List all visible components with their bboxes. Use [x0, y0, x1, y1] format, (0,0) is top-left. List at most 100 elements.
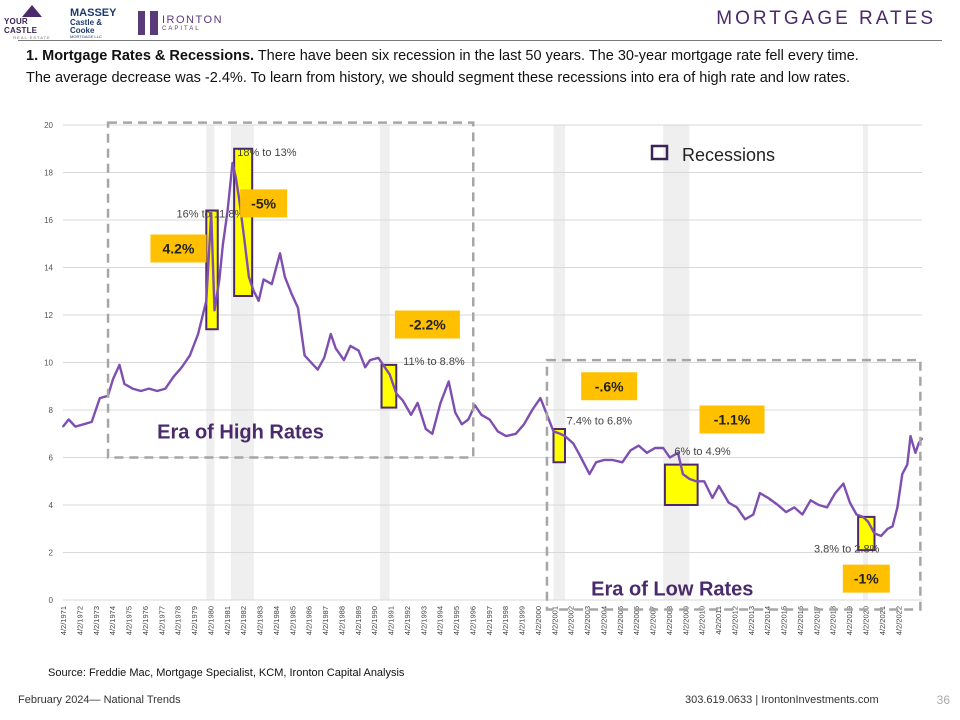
ironton-logo: IRONTON CAPITAL [138, 11, 223, 35]
rate-point [180, 366, 183, 369]
logo-group: YOUR CASTLE REAL ESTATE MASSEY Castle & … [4, 5, 223, 40]
y-tick-label: 16 [44, 216, 53, 225]
rate-point [234, 176, 237, 179]
rate-point [279, 252, 281, 255]
rate-point [454, 411, 457, 414]
rate-point [767, 496, 769, 499]
rate-point [873, 532, 876, 535]
rate-point [139, 390, 142, 392]
x-tick-label: 4/2/1974 [108, 606, 117, 635]
x-tick-label: 4/2/2019 [845, 606, 854, 635]
rate-point [752, 513, 755, 516]
rate-point [210, 211, 213, 214]
x-tick-label: 4/2/1988 [337, 606, 346, 635]
change-label: -2.2% [409, 317, 446, 333]
rate-point [776, 504, 779, 506]
x-tick-label: 4/2/1993 [419, 606, 428, 635]
x-tick-label: 4/2/1987 [321, 606, 330, 635]
rate-point [118, 363, 121, 366]
rate-point [480, 413, 483, 416]
x-tick-label: 4/2/1986 [305, 606, 314, 635]
rate-point [572, 442, 575, 445]
rate-point [447, 380, 450, 383]
rate-point [189, 354, 191, 357]
rate-point [467, 418, 470, 421]
rate-point [270, 283, 273, 286]
rate-point [323, 356, 326, 359]
rate-point [552, 430, 555, 433]
rate-point [645, 451, 648, 454]
rate-point [388, 373, 391, 376]
rate-point [867, 520, 869, 523]
rate-point [488, 418, 491, 421]
rate-point [460, 423, 463, 426]
rate-point [826, 506, 828, 509]
rate-point [257, 299, 260, 302]
change-label-box [581, 372, 638, 401]
x-tick-label: 4/2/1978 [174, 606, 183, 635]
x-tick-label: 4/2/2009 [681, 606, 690, 635]
source-note: Source: Freddie Mac, Mortgage Specialist… [48, 667, 405, 679]
x-tick-label: 4/2/2011 [714, 606, 723, 635]
era-box [106, 121, 475, 459]
change-label-box [699, 405, 765, 434]
y-tick-label: 6 [49, 454, 54, 463]
rate-point [886, 527, 889, 530]
rate-point [880, 534, 882, 537]
rate-point [364, 366, 367, 369]
rate-point [243, 235, 245, 238]
x-tick-label: 4/2/1972 [75, 606, 84, 635]
x-tick-label: 4/2/2018 [829, 606, 838, 635]
rate-point [611, 458, 614, 461]
x-tick-label: 4/2/1979 [190, 606, 199, 635]
rate-point [744, 518, 747, 521]
x-tick-label: 4/2/2004 [599, 606, 608, 635]
rate-point [523, 423, 525, 426]
x-tick-label: 4/2/1977 [157, 606, 166, 635]
rate-point [221, 245, 224, 248]
era-label: Era of Low Rates [591, 578, 753, 600]
rate-point [226, 209, 229, 212]
rate-point [416, 401, 419, 404]
rate-point [329, 333, 332, 335]
your-castle-logo: YOUR CASTLE REAL ESTATE [4, 5, 60, 40]
change-label-box [394, 310, 460, 339]
rate-point [677, 451, 679, 454]
rate-point [855, 513, 858, 516]
rate-point [662, 447, 665, 449]
rate-point [578, 454, 581, 457]
x-tick-label: 4/2/2022 [894, 606, 903, 635]
x-tick-label: 4/2/2002 [567, 606, 576, 635]
massey-logo-line1: MASSEY [70, 6, 117, 19]
x-tick-label: 4/2/2010 [698, 606, 707, 635]
rate-point [439, 401, 442, 404]
x-tick-label: 4/2/1990 [370, 606, 379, 635]
rate-point [213, 309, 216, 312]
rate-point [90, 420, 93, 423]
x-tick-label: 4/2/1980 [206, 606, 215, 635]
x-tick-label: 4/2/1998 [501, 606, 510, 635]
rate-point [82, 423, 85, 426]
rate-point [401, 399, 404, 402]
legend-swatch [650, 144, 669, 161]
y-tick-label: 18 [44, 169, 53, 178]
y-tick-label: 0 [49, 596, 54, 605]
rate-point [514, 432, 517, 435]
x-tick-label: 4/2/1973 [92, 606, 101, 635]
change-label: -.6% [595, 378, 624, 394]
rate-point [688, 477, 691, 480]
rate-point [334, 347, 337, 350]
rate-point [123, 382, 126, 385]
x-tick-label: 4/2/2001 [550, 606, 559, 635]
rate-point [559, 432, 561, 435]
x-tick-label: 4/2/1982 [239, 606, 248, 635]
intro-paragraph: 1. Mortgage Rates & Recessions. There ha… [26, 45, 886, 89]
rate-point [197, 333, 200, 335]
rate-point [891, 525, 894, 528]
house-icon [22, 5, 42, 17]
rate-point [718, 485, 720, 487]
y-tick-label: 8 [49, 406, 54, 415]
rate-point [736, 506, 738, 509]
change-label: -1.1% [714, 412, 751, 428]
